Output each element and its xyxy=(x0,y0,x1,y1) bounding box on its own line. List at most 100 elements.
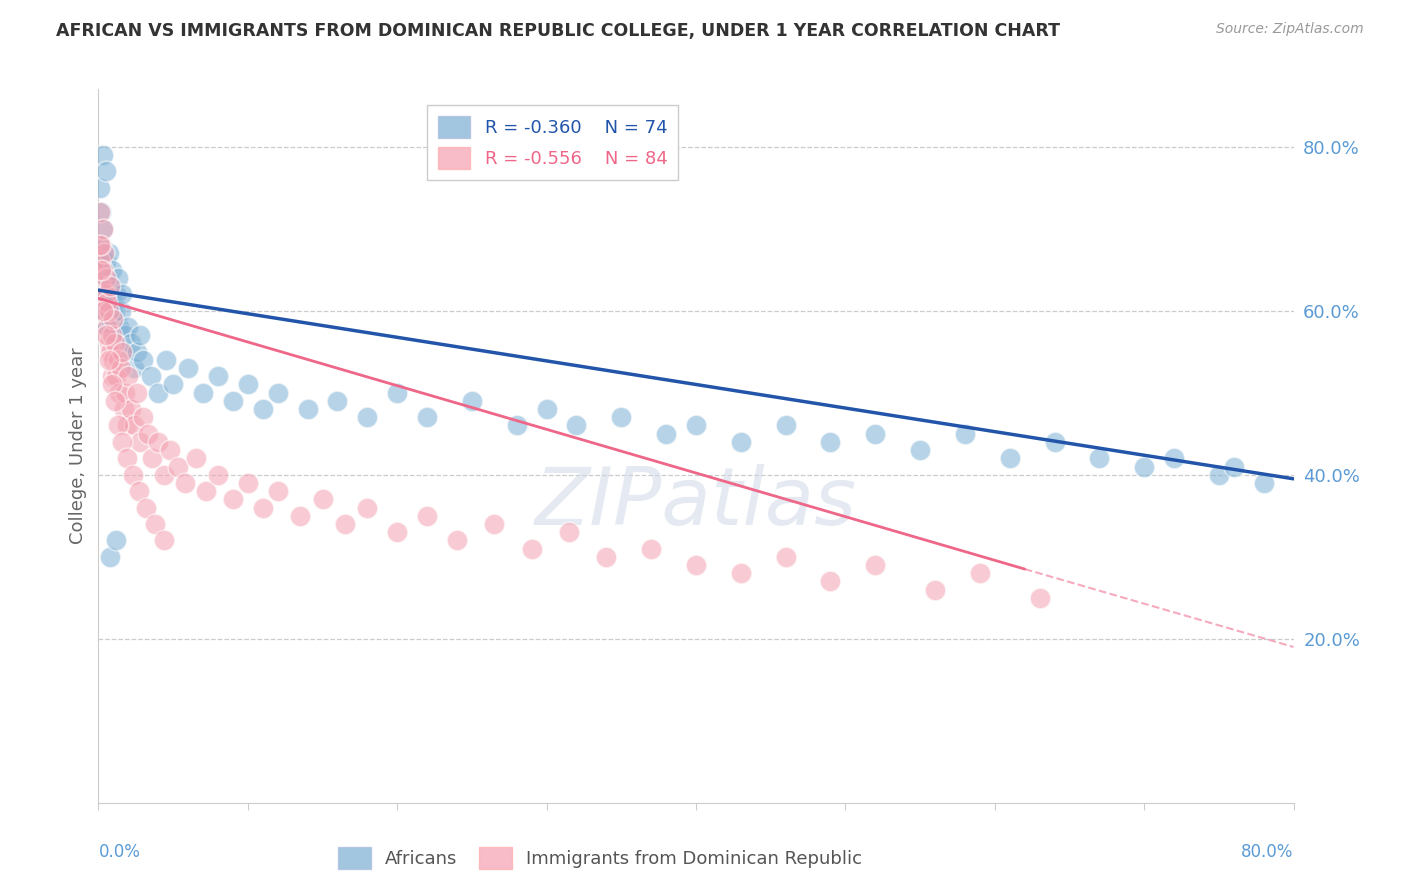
Point xyxy=(222,492,245,507)
Point xyxy=(91,262,114,277)
Point xyxy=(416,508,439,523)
Point xyxy=(446,533,468,548)
Point xyxy=(1223,459,1246,474)
Point xyxy=(1028,591,1050,605)
Point xyxy=(108,385,131,400)
Point xyxy=(153,467,176,482)
Point xyxy=(640,541,662,556)
Point xyxy=(1133,459,1156,474)
Point xyxy=(610,410,633,425)
Point xyxy=(127,344,149,359)
Point xyxy=(129,328,152,343)
Point xyxy=(356,410,378,425)
Point xyxy=(89,254,111,268)
Point xyxy=(730,566,752,581)
Point xyxy=(252,500,274,515)
Point xyxy=(91,148,114,162)
Point xyxy=(107,352,129,367)
Point xyxy=(326,393,349,408)
Point xyxy=(506,418,529,433)
Point xyxy=(565,418,588,433)
Point xyxy=(117,320,139,334)
Point xyxy=(267,484,290,499)
Point xyxy=(1088,451,1111,466)
Point xyxy=(110,303,132,318)
Point xyxy=(91,303,114,318)
Point xyxy=(111,287,134,301)
Point xyxy=(96,320,118,334)
Point xyxy=(685,418,707,433)
Point xyxy=(775,549,797,564)
Text: AFRICAN VS IMMIGRANTS FROM DOMINICAN REPUBLIC COLLEGE, UNDER 1 YEAR CORRELATION : AFRICAN VS IMMIGRANTS FROM DOMINICAN REP… xyxy=(56,22,1060,40)
Point xyxy=(356,500,378,515)
Point xyxy=(96,295,118,310)
Point xyxy=(91,221,114,235)
Point xyxy=(104,336,127,351)
Point xyxy=(105,369,128,384)
Point xyxy=(385,385,409,400)
Point xyxy=(94,270,117,285)
Point xyxy=(267,385,290,400)
Point xyxy=(115,451,138,466)
Point xyxy=(135,500,157,515)
Point xyxy=(908,443,931,458)
Point xyxy=(236,377,259,392)
Point xyxy=(484,516,506,531)
Point xyxy=(333,516,356,531)
Text: 80.0%: 80.0% xyxy=(1241,843,1294,861)
Point xyxy=(89,205,111,219)
Text: 0.0%: 0.0% xyxy=(98,843,141,861)
Point xyxy=(252,402,274,417)
Point xyxy=(416,410,439,425)
Point xyxy=(141,451,163,466)
Point xyxy=(139,369,162,384)
Point xyxy=(953,426,976,441)
Point xyxy=(110,361,132,376)
Legend: Africans, Immigrants from Dominican Republic: Africans, Immigrants from Dominican Repu… xyxy=(332,839,869,876)
Point xyxy=(114,328,136,343)
Point xyxy=(461,393,484,408)
Point xyxy=(520,541,543,556)
Point xyxy=(112,402,135,417)
Point xyxy=(103,352,125,367)
Point xyxy=(103,328,125,343)
Point xyxy=(162,377,184,392)
Point xyxy=(108,320,131,334)
Point xyxy=(94,328,117,343)
Point xyxy=(96,270,118,285)
Point xyxy=(90,238,112,252)
Point xyxy=(148,385,170,400)
Point xyxy=(104,303,127,318)
Point xyxy=(97,295,120,310)
Point xyxy=(655,426,678,441)
Point xyxy=(120,336,142,351)
Point xyxy=(94,164,117,178)
Point xyxy=(685,558,707,572)
Point xyxy=(90,262,112,277)
Point xyxy=(89,238,111,252)
Point xyxy=(558,525,581,540)
Point xyxy=(100,279,122,293)
Point xyxy=(114,385,136,400)
Point xyxy=(94,254,117,268)
Point xyxy=(820,434,842,449)
Point xyxy=(100,279,122,293)
Point xyxy=(297,402,319,417)
Point xyxy=(998,451,1021,466)
Point xyxy=(90,279,112,293)
Point xyxy=(865,558,887,572)
Point xyxy=(129,434,152,449)
Point xyxy=(97,352,120,367)
Text: ZIPatlas: ZIPatlas xyxy=(534,464,858,542)
Point xyxy=(105,287,128,301)
Point xyxy=(120,402,142,417)
Point xyxy=(101,262,124,277)
Point xyxy=(775,418,797,433)
Point xyxy=(236,475,259,490)
Point xyxy=(132,352,155,367)
Point xyxy=(103,311,125,326)
Point xyxy=(112,344,135,359)
Point xyxy=(136,426,159,441)
Point xyxy=(97,246,120,260)
Point xyxy=(93,246,115,260)
